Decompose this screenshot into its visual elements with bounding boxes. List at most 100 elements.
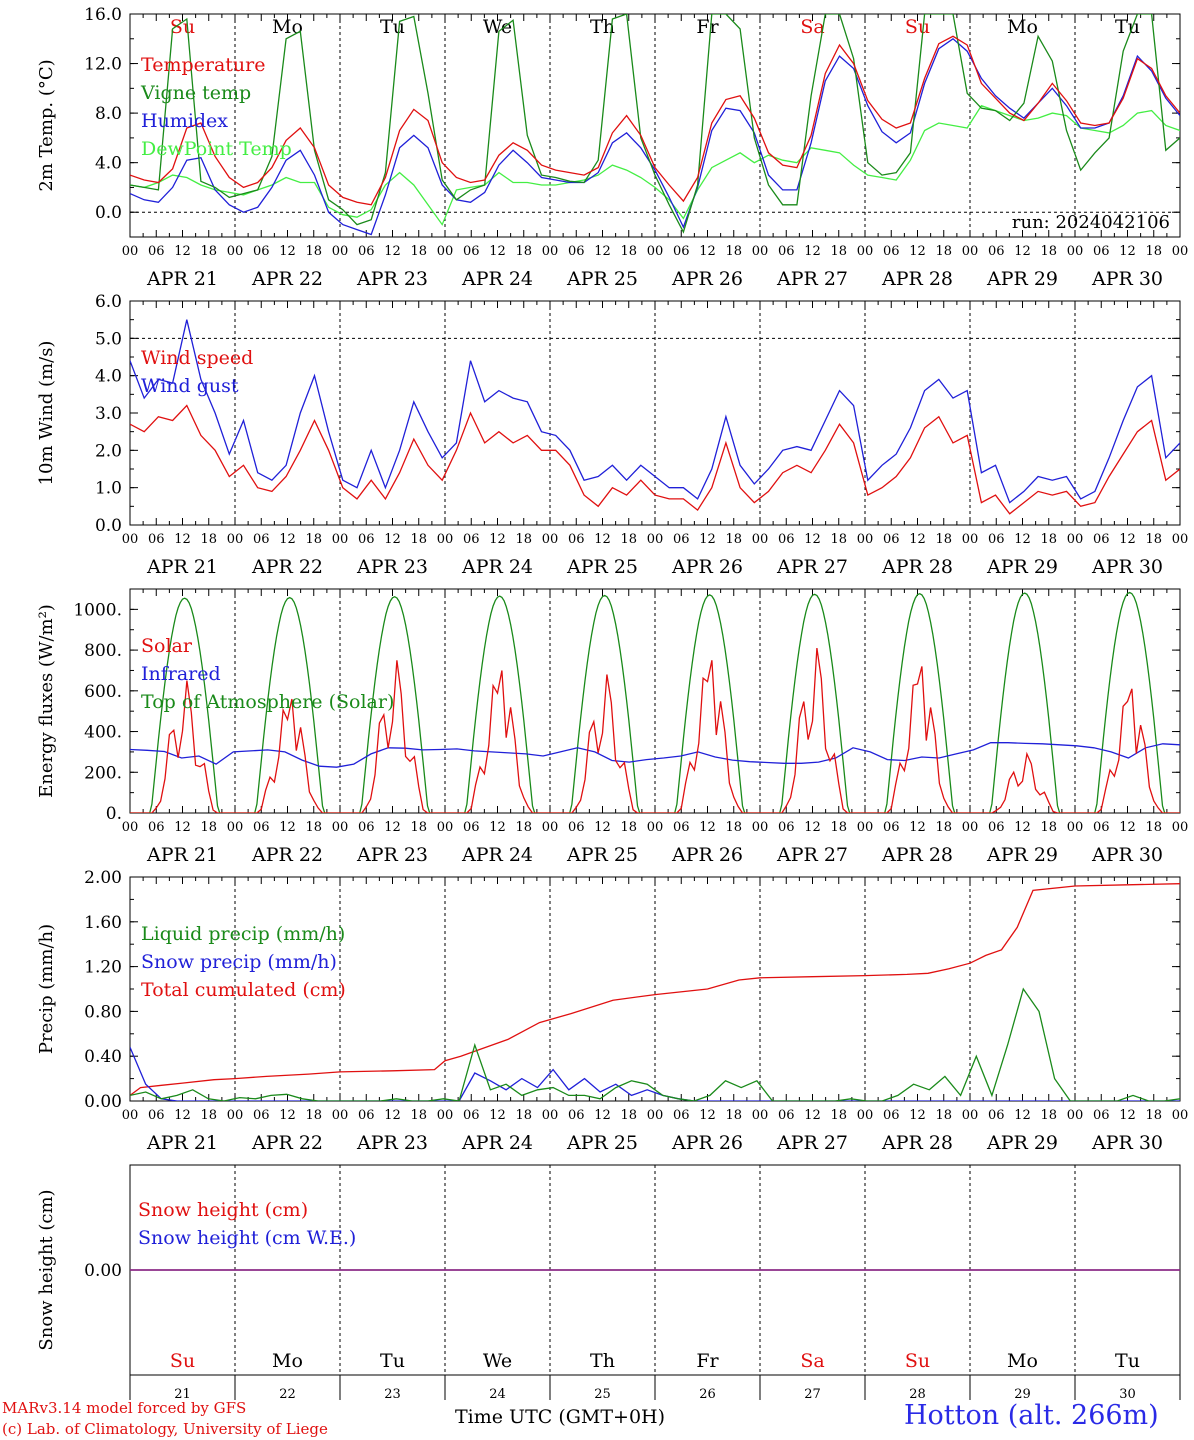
hour-tick-label: 18 — [725, 532, 742, 547]
hour-tick-label: 12 — [1014, 244, 1031, 259]
hour-tick-label: 06 — [673, 244, 690, 259]
hour-tick-label: 06 — [883, 244, 900, 259]
hour-tick-label: 12 — [1119, 532, 1136, 547]
hour-tick-label: 12 — [384, 820, 401, 835]
hour-tick-label: 18 — [410, 820, 427, 835]
legend-entry: Top of Atmosphere (Solar) — [141, 691, 394, 713]
y-axis-label: 10m Wind (m/s) — [36, 341, 57, 486]
hour-tick-label: 06 — [253, 244, 270, 259]
hour-tick-label: 00 — [647, 1108, 664, 1123]
date-label: APR 24 — [461, 556, 533, 578]
hour-tick-label: 00 — [542, 1108, 559, 1123]
hour-tick-label: 06 — [673, 820, 690, 835]
hour-tick-label: 12 — [384, 244, 401, 259]
day-number: 28 — [909, 1387, 926, 1402]
date-label: APR 29 — [986, 556, 1058, 578]
day-number: 30 — [1119, 1387, 1136, 1402]
y-tick-label: 0.0 — [95, 203, 122, 223]
day-number: 21 — [174, 1387, 191, 1402]
hour-tick-label: 18 — [935, 1108, 952, 1123]
hour-tick-label: 06 — [778, 244, 795, 259]
date-label: APR 26 — [671, 556, 743, 578]
hour-tick-label: 12 — [1014, 820, 1031, 835]
hour-tick-label: 00 — [227, 244, 244, 259]
legend-entry: Snow height (cm W.E.) — [138, 1227, 356, 1249]
hour-tick-label: 06 — [883, 820, 900, 835]
day-number: 22 — [279, 1387, 296, 1402]
hour-tick-label: 00 — [857, 820, 874, 835]
legend-entry: Vigne temp — [140, 82, 251, 104]
hour-tick-label: 18 — [200, 1108, 217, 1123]
series-line-dewpoint-temp — [130, 104, 1180, 226]
day-name: Sa — [800, 1350, 824, 1372]
hour-tick-label: 00 — [332, 820, 349, 835]
hour-tick-label: 18 — [830, 1108, 847, 1123]
hour-tick-label: 06 — [358, 532, 375, 547]
series-line-solar — [130, 648, 1180, 813]
hour-tick-label: 18 — [1040, 244, 1057, 259]
series-line-vigne-temp — [130, 14, 1180, 234]
series-line-top-of-atmosphere-solar- — [130, 591, 1180, 813]
day-name: Mo — [1007, 16, 1038, 38]
y-tick-label: 800. — [84, 641, 122, 661]
hour-tick-label: 18 — [515, 532, 532, 547]
hour-tick-label: 00 — [1172, 244, 1189, 259]
hour-tick-label: 06 — [988, 1108, 1005, 1123]
date-label: APR 24 — [461, 1132, 533, 1154]
day-name: We — [483, 16, 512, 38]
day-number: 25 — [594, 1387, 611, 1402]
date-label: APR 30 — [1091, 268, 1163, 290]
day-name: Tu — [1115, 1350, 1140, 1372]
hour-tick-label: 06 — [148, 244, 165, 259]
day-name: Tu — [380, 16, 405, 38]
date-label: APR 25 — [566, 556, 638, 578]
y-axis-label: Snow height (cm) — [36, 1189, 57, 1350]
hour-tick-label: 06 — [148, 820, 165, 835]
day-number: 29 — [1014, 1387, 1031, 1402]
hour-tick-label: 00 — [647, 244, 664, 259]
date-label: APR 23 — [356, 556, 428, 578]
hour-tick-label: 12 — [1014, 1108, 1031, 1123]
hour-tick-label: 00 — [647, 820, 664, 835]
date-label: APR 22 — [251, 844, 323, 866]
hour-tick-label: 18 — [620, 244, 637, 259]
hour-tick-label: 06 — [148, 532, 165, 547]
y-tick-label: 1.0 — [95, 479, 122, 499]
hour-tick-label: 18 — [725, 820, 742, 835]
hour-tick-label: 00 — [437, 532, 454, 547]
hour-tick-label: 12 — [804, 820, 821, 835]
hour-tick-label: 00 — [962, 244, 979, 259]
date-label: APR 23 — [356, 268, 428, 290]
date-label: APR 22 — [251, 1132, 323, 1154]
y-tick-label: 1000. — [73, 600, 122, 620]
date-label: APR 25 — [566, 268, 638, 290]
lab-credit: (c) Lab. of Climatology, University of L… — [2, 1420, 328, 1438]
y-axis-label: Precip (mm/h) — [36, 924, 57, 1054]
y-tick-label: 0.00 — [84, 1092, 122, 1112]
date-label: APR 28 — [881, 844, 953, 866]
y-axis-label: Energy fluxes (W/m²) — [36, 604, 57, 798]
y-tick-label: 8.0 — [95, 104, 122, 124]
hour-tick-label: 12 — [804, 532, 821, 547]
hour-tick-label: 18 — [1145, 1108, 1162, 1123]
hour-tick-label: 06 — [568, 532, 585, 547]
hour-tick-label: 12 — [279, 244, 296, 259]
hour-tick-label: 00 — [1067, 1108, 1084, 1123]
hour-tick-label: 00 — [437, 1108, 454, 1123]
hour-tick-label: 06 — [253, 1108, 270, 1123]
hour-tick-label: 18 — [935, 244, 952, 259]
time-axis-label: Time UTC (GMT+0H) — [455, 1406, 666, 1428]
hour-tick-label: 18 — [1040, 820, 1057, 835]
hour-tick-label: 18 — [1040, 1108, 1057, 1123]
hour-tick-label: 12 — [1014, 532, 1031, 547]
y-tick-label: 4.0 — [95, 367, 122, 387]
y-tick-label: 1.60 — [84, 913, 122, 933]
y-tick-label: 2.00 — [84, 868, 122, 888]
hour-tick-label: 06 — [253, 820, 270, 835]
day-name: Su — [905, 16, 930, 38]
hour-tick-label: 18 — [620, 1108, 637, 1123]
hour-tick-label: 06 — [463, 244, 480, 259]
hour-tick-label: 12 — [384, 1108, 401, 1123]
hour-tick-label: 00 — [1172, 1108, 1189, 1123]
